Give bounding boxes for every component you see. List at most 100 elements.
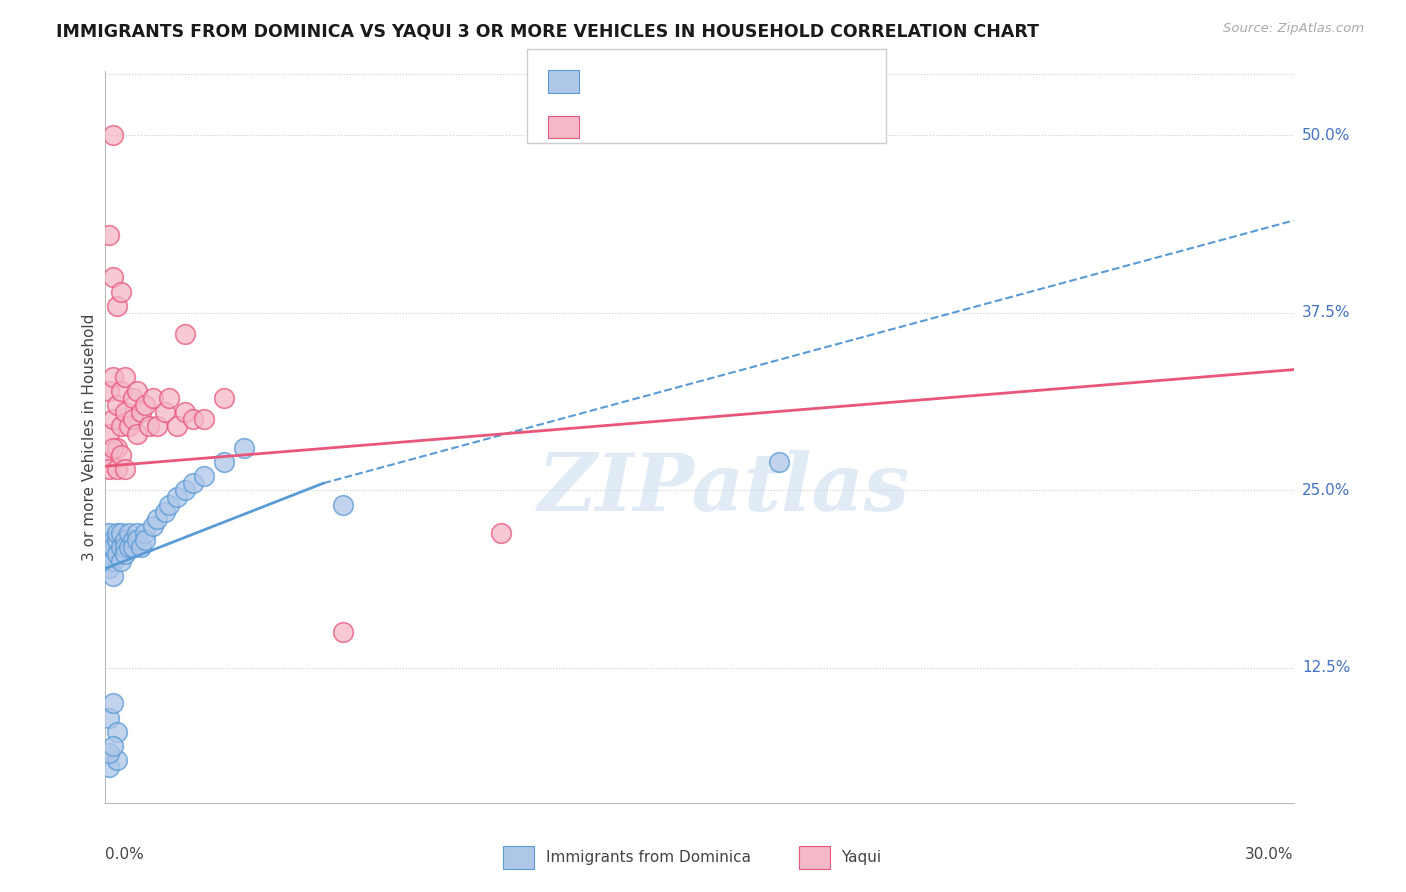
Point — [110, 540, 132, 554]
Text: N =: N = — [692, 68, 740, 86]
Point — [122, 533, 145, 547]
Point — [134, 525, 156, 540]
Point — [103, 128, 125, 143]
Point — [114, 547, 136, 561]
Text: 41: 41 — [738, 113, 761, 131]
Point — [138, 419, 160, 434]
Point — [146, 512, 169, 526]
Point — [118, 419, 141, 434]
Point — [118, 540, 141, 554]
Point — [114, 533, 136, 547]
Point — [129, 540, 152, 554]
Text: ZIPatlas: ZIPatlas — [537, 450, 910, 527]
Text: 45: 45 — [738, 68, 761, 86]
Point — [122, 540, 145, 554]
Point — [98, 710, 121, 724]
Point — [105, 441, 128, 455]
Point — [110, 554, 132, 568]
Point — [122, 412, 145, 426]
Text: IMMIGRANTS FROM DOMINICA VS YAQUI 3 OR MORE VEHICLES IN HOUSEHOLD CORRELATION CH: IMMIGRANTS FROM DOMINICA VS YAQUI 3 OR M… — [56, 22, 1039, 40]
Text: Source: ZipAtlas.com: Source: ZipAtlas.com — [1223, 22, 1364, 36]
Point — [127, 525, 149, 540]
Point — [103, 441, 125, 455]
Point — [105, 398, 128, 412]
Point — [181, 476, 204, 491]
Point — [105, 525, 128, 540]
Point — [181, 412, 204, 426]
Point — [114, 540, 136, 554]
Point — [103, 568, 125, 582]
Text: 0.0%: 0.0% — [105, 847, 145, 862]
Point — [134, 398, 156, 412]
Point — [105, 299, 128, 313]
Point — [166, 491, 188, 505]
Point — [98, 547, 121, 561]
Point — [98, 525, 121, 540]
Point — [105, 533, 128, 547]
Point — [103, 412, 125, 426]
Text: Yaqui: Yaqui — [841, 850, 882, 864]
Point — [98, 384, 121, 398]
Point — [166, 419, 188, 434]
Point — [173, 327, 195, 342]
Point — [103, 739, 125, 753]
Point — [110, 448, 132, 462]
Point — [105, 462, 128, 476]
Point — [173, 483, 195, 498]
Point — [332, 625, 354, 640]
Text: 25.0%: 25.0% — [1302, 483, 1350, 498]
Point — [110, 285, 132, 299]
Text: R =: R = — [591, 113, 627, 131]
Point — [105, 547, 128, 561]
Point — [114, 369, 136, 384]
Point — [153, 505, 176, 519]
Point — [153, 405, 176, 419]
Text: 0.136: 0.136 — [637, 113, 689, 131]
Point — [98, 455, 121, 469]
Point — [98, 561, 121, 575]
Point — [103, 533, 125, 547]
Point — [491, 525, 513, 540]
Text: 37.5%: 37.5% — [1302, 305, 1350, 320]
Point — [98, 227, 121, 242]
Point — [127, 384, 149, 398]
Point — [105, 753, 128, 767]
Point — [146, 419, 169, 434]
Point — [110, 525, 132, 540]
Point — [118, 525, 141, 540]
Text: 30.0%: 30.0% — [1246, 847, 1294, 862]
Point — [142, 519, 165, 533]
Text: Immigrants from Dominica: Immigrants from Dominica — [546, 850, 751, 864]
Point — [110, 384, 132, 398]
Point — [114, 405, 136, 419]
Point — [103, 540, 125, 554]
Point — [157, 391, 180, 405]
Point — [103, 554, 125, 568]
Point — [98, 746, 121, 760]
Text: 12.5%: 12.5% — [1302, 660, 1350, 675]
Point — [332, 498, 354, 512]
Text: R =: R = — [591, 68, 627, 86]
Point — [98, 426, 121, 441]
Point — [193, 469, 215, 483]
Point — [98, 540, 121, 554]
Point — [127, 426, 149, 441]
Point — [98, 462, 121, 476]
Point — [768, 455, 790, 469]
Point — [214, 455, 236, 469]
Point — [129, 405, 152, 419]
Point — [103, 369, 125, 384]
Point — [114, 462, 136, 476]
Point — [173, 405, 195, 419]
Text: N =: N = — [692, 113, 740, 131]
Point — [103, 697, 125, 711]
Point — [103, 270, 125, 285]
Y-axis label: 3 or more Vehicles in Household: 3 or more Vehicles in Household — [82, 313, 97, 561]
Point — [193, 412, 215, 426]
Point — [134, 533, 156, 547]
Point — [214, 391, 236, 405]
Point — [233, 441, 256, 455]
Point — [142, 391, 165, 405]
Point — [127, 533, 149, 547]
Point — [122, 391, 145, 405]
